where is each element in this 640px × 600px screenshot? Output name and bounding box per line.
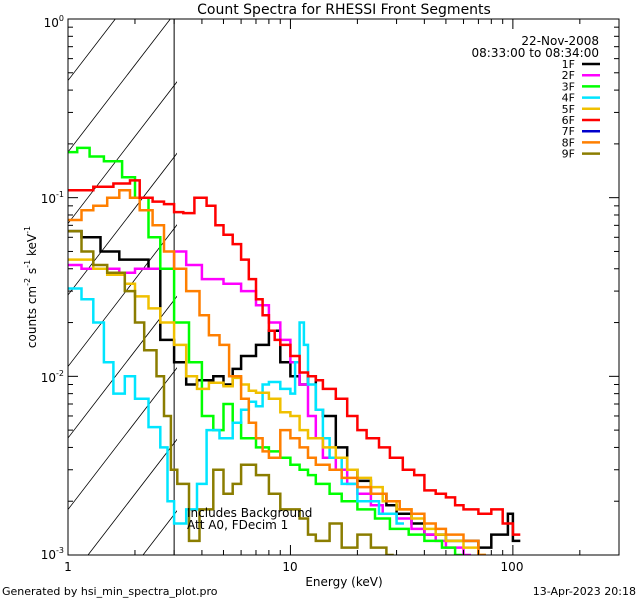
annotation-background: Includes Background xyxy=(187,506,312,520)
annotation-attenuator: Att A0, FDecim 1 xyxy=(187,518,288,532)
hatch-line xyxy=(87,438,177,555)
legend-label-5F: 5F xyxy=(562,103,575,116)
x-tick-label-10: 10 xyxy=(282,560,297,574)
render-timestamp: 13-Apr-2023 20:18 xyxy=(533,585,636,598)
plot-frame xyxy=(67,18,620,556)
legend-label-7F: 7F xyxy=(562,125,575,138)
x-tick-label-1: 1 xyxy=(64,560,72,574)
y-tick-label-10e0: 100 xyxy=(44,14,64,30)
legend-label-2F: 2F xyxy=(562,69,575,82)
series-line-8F xyxy=(68,189,486,555)
y-tick-label-10e-1: 10-1 xyxy=(41,190,64,206)
observation-date: 22-Nov-2008 xyxy=(521,34,599,48)
observation-time-range: 08:33:00 to 08:34:00 xyxy=(472,46,599,60)
hatch-line xyxy=(68,152,177,296)
hatch-line xyxy=(68,19,171,153)
attenuated-region-hatch xyxy=(68,19,177,555)
y-tick-label-10e-2: 10-2 xyxy=(41,369,64,385)
generated-by-text: Generated by hsi_min_spectra_plot.pro xyxy=(2,585,218,598)
y-tick-label-10e-3: 10-3 xyxy=(41,546,64,562)
hatch-line xyxy=(68,224,177,368)
legend-label-9F: 9F xyxy=(562,148,575,161)
x-tick-label-100: 100 xyxy=(501,560,524,574)
legend-label-6F: 6F xyxy=(562,114,575,127)
legend-label-3F: 3F xyxy=(562,80,575,93)
series-line-9F xyxy=(68,229,394,555)
chart-title: Count Spectra for RHESSI Front Segments xyxy=(197,2,491,18)
hatch-line xyxy=(68,367,177,511)
hatch-line xyxy=(68,81,177,225)
series-group xyxy=(68,146,521,555)
legend-label-1F: 1F xyxy=(562,58,575,71)
legend-label-4F: 4F xyxy=(562,92,575,105)
axis-ticks xyxy=(67,18,620,556)
y-axis-label: counts cm-2 s-1 keV-1 xyxy=(23,226,39,348)
series-line-6F xyxy=(68,179,521,536)
x-axis-label: Energy (keV) xyxy=(305,575,382,589)
legend-label-8F: 8F xyxy=(562,136,575,149)
series-line-5F xyxy=(68,258,486,555)
